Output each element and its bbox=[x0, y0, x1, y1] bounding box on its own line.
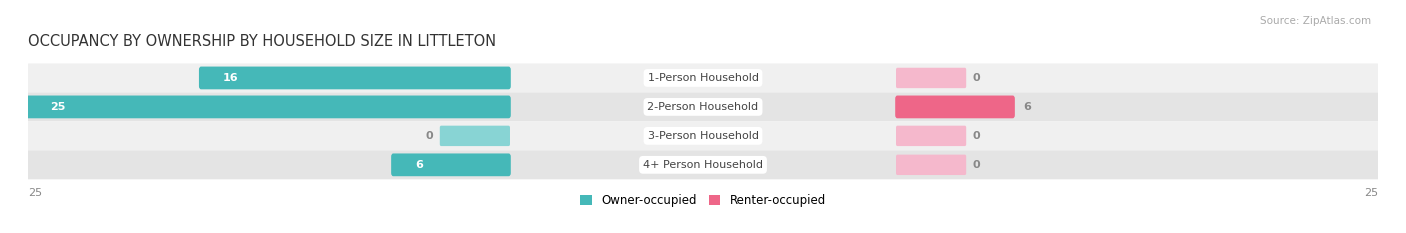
FancyBboxPatch shape bbox=[198, 67, 510, 89]
FancyBboxPatch shape bbox=[896, 96, 1015, 118]
Text: 0: 0 bbox=[973, 160, 980, 170]
Text: 25: 25 bbox=[1364, 188, 1378, 198]
Text: 16: 16 bbox=[222, 73, 239, 83]
Text: 6: 6 bbox=[415, 160, 423, 170]
Text: 0: 0 bbox=[973, 73, 980, 83]
Text: OCCUPANCY BY OWNERSHIP BY HOUSEHOLD SIZE IN LITTLETON: OCCUPANCY BY OWNERSHIP BY HOUSEHOLD SIZE… bbox=[28, 34, 496, 49]
FancyBboxPatch shape bbox=[27, 63, 1379, 93]
FancyBboxPatch shape bbox=[27, 121, 1379, 150]
Text: 0: 0 bbox=[973, 131, 980, 141]
FancyBboxPatch shape bbox=[391, 154, 510, 176]
FancyBboxPatch shape bbox=[27, 150, 1379, 179]
Text: Source: ZipAtlas.com: Source: ZipAtlas.com bbox=[1260, 16, 1371, 26]
Text: 2-Person Household: 2-Person Household bbox=[647, 102, 759, 112]
FancyBboxPatch shape bbox=[27, 93, 1379, 121]
FancyBboxPatch shape bbox=[25, 96, 510, 118]
FancyBboxPatch shape bbox=[896, 68, 966, 88]
Text: 25: 25 bbox=[28, 188, 42, 198]
FancyBboxPatch shape bbox=[440, 126, 510, 146]
FancyBboxPatch shape bbox=[896, 126, 966, 146]
Text: 0: 0 bbox=[426, 131, 433, 141]
Text: 25: 25 bbox=[49, 102, 65, 112]
Text: 6: 6 bbox=[1024, 102, 1032, 112]
Text: 3-Person Household: 3-Person Household bbox=[648, 131, 758, 141]
Text: 4+ Person Household: 4+ Person Household bbox=[643, 160, 763, 170]
Text: 1-Person Household: 1-Person Household bbox=[648, 73, 758, 83]
Legend: Owner-occupied, Renter-occupied: Owner-occupied, Renter-occupied bbox=[575, 190, 831, 212]
FancyBboxPatch shape bbox=[896, 155, 966, 175]
